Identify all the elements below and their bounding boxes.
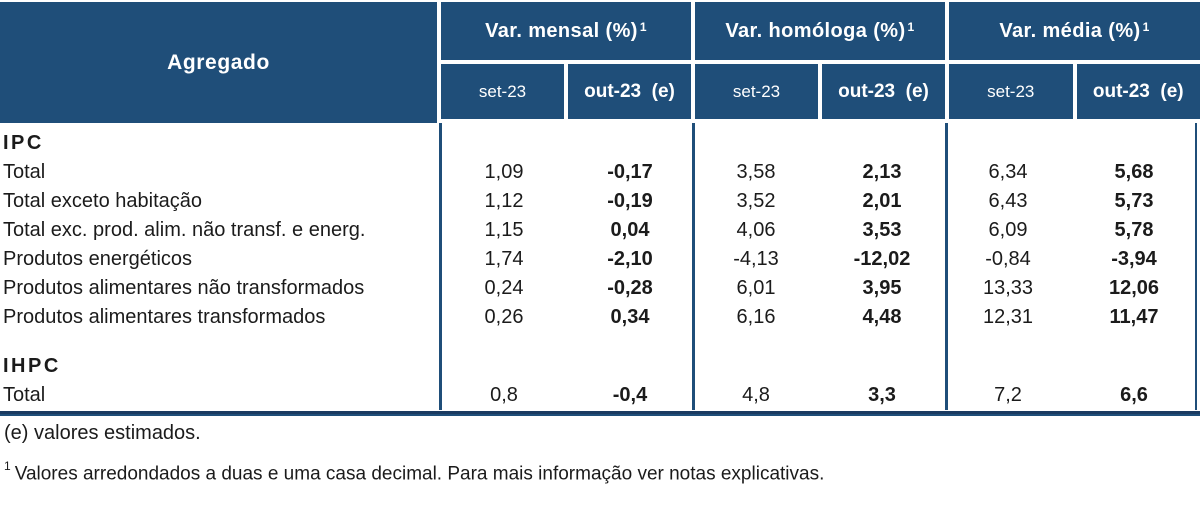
value-media-set23: 7,2 [994, 384, 1022, 406]
header-group-title-var-mensal: Var. mensal (%) 1 [441, 2, 691, 60]
subheader-homologa-out23: out-23 (e) [822, 64, 945, 119]
footnote-ref-sup: 1 [639, 20, 647, 34]
value-media-out23: 11,47 [1109, 306, 1159, 328]
header-subrow-var-mensal: set-23 out-23 (e) [441, 64, 691, 119]
footnote-ref-sup: 1 [907, 20, 915, 34]
table-notes: (e) valores estimados. 1 Valores arredond… [0, 416, 1200, 489]
column-separator-line [692, 123, 695, 410]
value-mensal-set23: 0,26 [484, 306, 524, 328]
header-group-title-var-media: Var. média (%) 1 [949, 2, 1200, 60]
table-row: Total 0,8 -0,4 4,8 3,3 7,2 6,6 [0, 381, 1200, 410]
column-separator-line [945, 123, 948, 410]
section-label: IPC [3, 132, 44, 154]
note-estimated-values: (e) valores estimados. [4, 422, 201, 444]
value-mensal-out23: -0,4 [612, 384, 648, 406]
header-group-var-mensal: Var. mensal (%) 1 set-23 out-23 (e) [441, 2, 691, 123]
group-title-text: Var. média (%) [999, 19, 1141, 42]
subheader-mensal-set23: set-23 [441, 64, 564, 119]
value-homologa-out23: 2,01 [862, 190, 902, 212]
value-mensal-out23: -0,17 [607, 161, 653, 183]
value-media-set23: 12,31 [982, 306, 1034, 328]
footnote-ref-sup: 1 [1142, 20, 1150, 34]
value-mensal-set23: 0,24 [484, 277, 524, 299]
value-media-set23: -0,84 [985, 248, 1031, 270]
value-mensal-set23: 1,15 [484, 219, 524, 241]
value-homologa-set23: 3,58 [736, 161, 776, 183]
table-body: IPC Total 1,09 -0,17 3,58 2,13 6,34 5,68… [0, 123, 1200, 410]
header-agregado-label: Agregado [167, 50, 270, 74]
value-media-set23: 6,09 [988, 219, 1028, 241]
subheader-media-out23: out-23 (e) [1076, 64, 1200, 119]
subheader-mensal-out23: out-23 (e) [568, 64, 691, 119]
value-media-out23: 5,78 [1114, 219, 1154, 241]
value-mensal-out23: 0,34 [610, 306, 650, 328]
value-media-out23: 6,6 [1120, 384, 1148, 406]
section-row-ipc: IPC [0, 129, 1200, 158]
table-right-border-line [1195, 123, 1197, 410]
table-header: Agregado Var. mensal (%) 1 set-23 out-23 … [0, 2, 1200, 123]
row-label: Total exc. prod. alim. não transf. e ene… [3, 219, 366, 241]
value-homologa-out23: -12,02 [853, 248, 911, 270]
row-label: Produtos alimentares transformados [3, 306, 326, 328]
subheader-media-set23: set-23 [949, 64, 1073, 119]
header-group-title-var-homologa: Var. homóloga (%) 1 [695, 2, 945, 60]
table-row: Produtos alimentares transformados 0,26 … [0, 303, 1200, 332]
value-mensal-set23: 1,12 [484, 190, 524, 212]
column-separator-line [439, 123, 442, 410]
value-media-out23: -3,94 [1111, 248, 1157, 270]
row-label: Total [3, 384, 46, 406]
table-row: Produtos energéticos 1,74 -2,10 -4,13 -1… [0, 245, 1200, 274]
note-rounding: 1 Valores arredondados a duas e uma casa … [4, 453, 1200, 489]
value-mensal-out23: 0,04 [610, 219, 650, 241]
value-media-out23: 5,68 [1114, 161, 1154, 183]
value-media-set23: 6,34 [988, 161, 1028, 183]
value-homologa-set23: 4,8 [742, 384, 770, 406]
value-homologa-set23: 6,01 [736, 277, 776, 299]
value-media-set23: 6,43 [988, 190, 1028, 212]
table-row: Total 1,09 -0,17 3,58 2,13 6,34 5,68 [0, 158, 1200, 187]
value-mensal-set23: 0,8 [490, 384, 518, 406]
footnote-number-sup: 1 [4, 459, 11, 473]
value-homologa-out23: 3,95 [862, 277, 902, 299]
value-media-set23: 13,33 [982, 277, 1034, 299]
header-agregado-cell: Agregado [0, 2, 437, 123]
header-subrow-var-media: set-23 out-23 (e) [949, 64, 1200, 119]
value-homologa-set23: -4,13 [733, 248, 779, 270]
value-media-out23: 12,06 [1108, 277, 1160, 299]
value-homologa-set23: 4,06 [736, 219, 776, 241]
value-homologa-set23: 6,16 [736, 306, 776, 328]
value-mensal-out23: -0,28 [607, 277, 653, 299]
value-mensal-out23: -0,19 [607, 190, 653, 212]
row-label: Produtos alimentares não transformados [3, 277, 365, 299]
footnote-text: Valores arredondados a duas e uma casa d… [14, 463, 825, 485]
value-homologa-set23: 3,52 [736, 190, 776, 212]
section-row-ihpc: IHPC [0, 352, 1200, 381]
header-group-var-media: Var. média (%) 1 set-23 out-23 (e) [949, 2, 1200, 123]
table-bottom-double-rule [0, 411, 1200, 416]
table-row: Total exceto habitação 1,12 -0,19 3,52 2… [0, 187, 1200, 216]
value-media-out23: 5,73 [1114, 190, 1154, 212]
group-title-text: Var. mensal (%) [485, 19, 638, 42]
header-group-var-homologa: Var. homóloga (%) 1 set-23 out-23 (e) [695, 2, 945, 123]
table-row: Produtos alimentares não transformados 0… [0, 274, 1200, 303]
value-mensal-set23: 1,74 [484, 248, 524, 270]
value-mensal-out23: -2,10 [607, 248, 653, 270]
table-row: Total exc. prod. alim. não transf. e ene… [0, 216, 1200, 245]
section-label: IHPC [3, 355, 61, 377]
value-mensal-set23: 1,09 [484, 161, 524, 183]
header-subrow-var-homologa: set-23 out-23 (e) [695, 64, 945, 119]
spacer-row [0, 332, 1200, 352]
value-homologa-out23: 2,13 [862, 161, 902, 183]
group-title-text: Var. homóloga (%) [725, 19, 906, 42]
value-homologa-out23: 4,48 [862, 306, 902, 328]
row-label: Total [3, 161, 46, 183]
subheader-homologa-set23: set-23 [695, 64, 818, 119]
row-label: Produtos energéticos [3, 248, 193, 270]
row-label: Total exceto habitação [3, 190, 203, 212]
value-homologa-out23: 3,3 [868, 384, 896, 406]
value-homologa-out23: 3,53 [862, 219, 902, 241]
